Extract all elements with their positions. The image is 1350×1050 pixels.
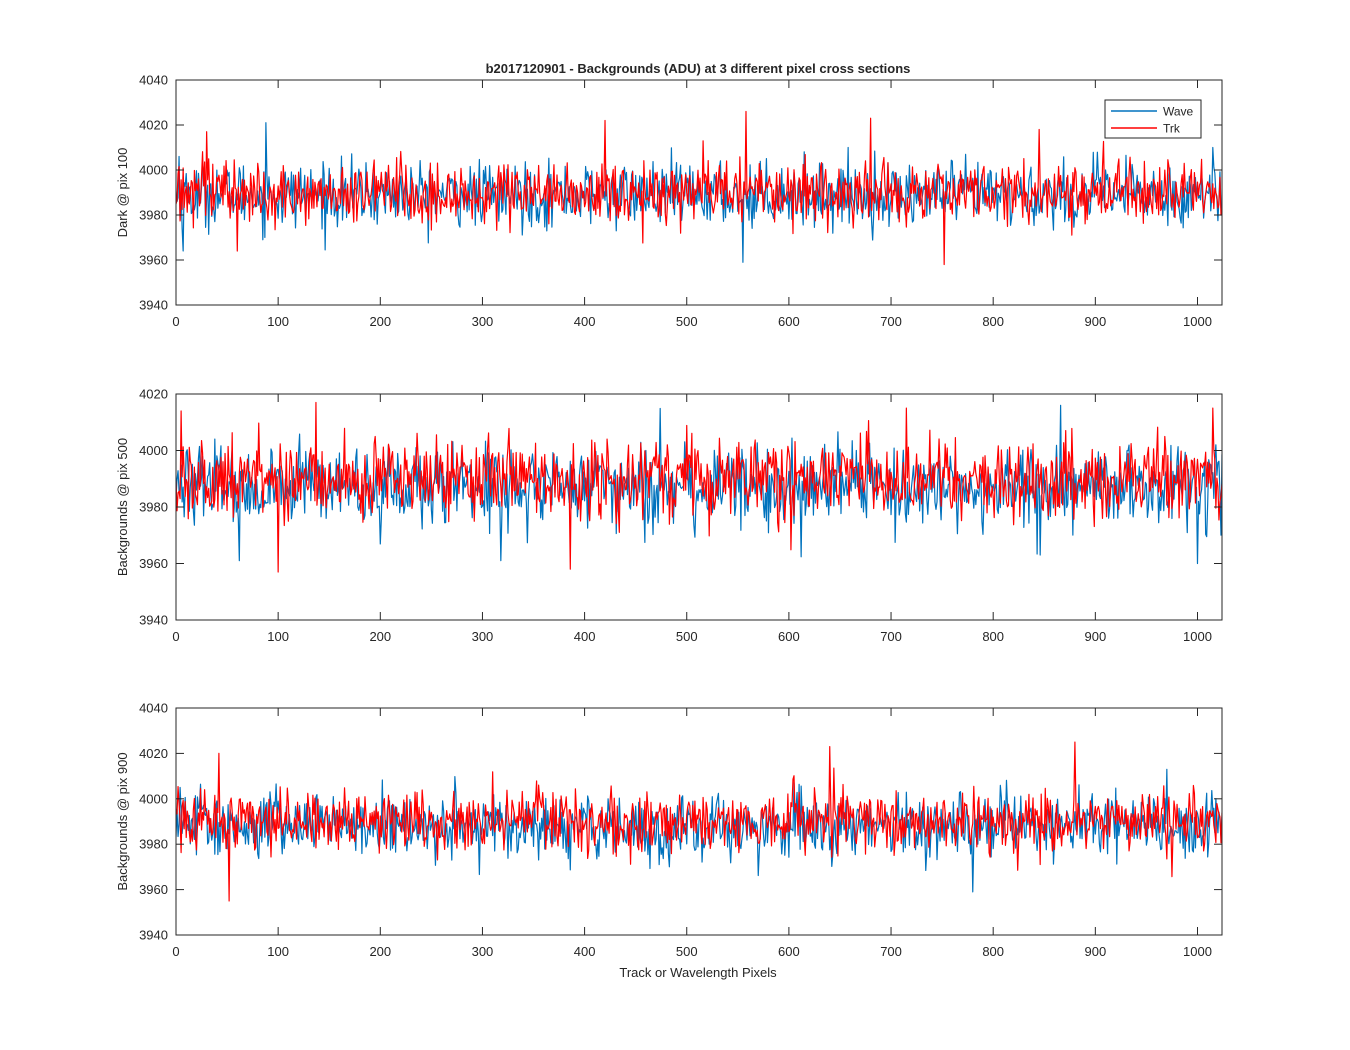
x-tick-label: 700 (880, 314, 902, 329)
series-line-trk (176, 741, 1222, 902)
x-tick-label: 300 (472, 629, 494, 644)
y-tick-label: 4020 (139, 746, 168, 761)
x-tick-label: 800 (982, 629, 1004, 644)
x-tick-label: 100 (267, 944, 289, 959)
x-tick-label: 500 (676, 629, 698, 644)
x-tick-label: 200 (369, 314, 391, 329)
x-tick-label: 600 (778, 629, 800, 644)
x-tick-label: 900 (1084, 629, 1106, 644)
series-line-wave (176, 768, 1222, 893)
x-tick-label: 400 (574, 629, 596, 644)
x-tick-label: 300 (472, 314, 494, 329)
legend-label-trk: Trk (1163, 122, 1181, 136)
x-tick-label: 100 (267, 629, 289, 644)
chart-panel-3: 0 100 200 300 400 500 600 700 800 900 1000 3940 3960… (115, 701, 1223, 959)
y-axis-label: Backgrounds @ pix 900 (115, 752, 130, 890)
series-line-trk (176, 401, 1222, 573)
x-tick-label: 200 (369, 944, 391, 959)
y-tick-label: 3960 (139, 556, 168, 571)
y-tick-label: 4000 (139, 791, 168, 806)
x-tick-label: 300 (472, 944, 494, 959)
x-tick-label: 600 (778, 314, 800, 329)
x-tick-label: 500 (676, 314, 698, 329)
chart-panel-2: 0 100 200 300 400 500 600 700 800 900 1000 3940 3960… (115, 387, 1223, 644)
y-tick-label: 4020 (139, 118, 168, 133)
x-tick-label: 600 (778, 944, 800, 959)
x-tick-label: 0 (172, 944, 179, 959)
y-tick-label: 3940 (139, 613, 168, 628)
series-group (176, 110, 1222, 266)
y-axis-label: Backgrounds @ pix 500 (115, 438, 130, 576)
x-tick-label: 800 (982, 314, 1004, 329)
y-tick-label: 3940 (139, 928, 168, 943)
y-tick-label: 3980 (139, 208, 168, 223)
x-tick-label: 400 (574, 944, 596, 959)
axes-box (175, 707, 1223, 936)
y-tick-label: 3940 (139, 298, 168, 313)
x-tick-label: 900 (1084, 944, 1106, 959)
x-tick-label: 800 (982, 944, 1004, 959)
figure-title: b2017120901 - Backgrounds (ADU) at 3 dif… (486, 61, 911, 76)
legend-box (1104, 99, 1202, 139)
legend: Wave Trk (1104, 99, 1202, 139)
y-tick-label: 3980 (139, 500, 168, 515)
y-tick-label: 4000 (139, 163, 168, 178)
x-tick-label: 200 (369, 629, 391, 644)
series-line-trk (176, 110, 1222, 266)
x-tick-label: 1000 (1183, 944, 1212, 959)
x-tick-label: 900 (1084, 314, 1106, 329)
y-tick-label: 4040 (139, 701, 168, 716)
y-axis-label: Dark @ pix 100 (115, 148, 130, 238)
x-tick-label: 1000 (1183, 629, 1212, 644)
x-tick-label: 0 (172, 314, 179, 329)
y-tick-label: 3960 (139, 253, 168, 268)
x-tick-label: 700 (880, 944, 902, 959)
series-group (176, 401, 1222, 573)
y-tick-label: 4000 (139, 443, 168, 458)
y-tick-label: 3980 (139, 837, 168, 852)
x-tick-label: 400 (574, 314, 596, 329)
x-tick-label: 700 (880, 629, 902, 644)
legend-label-wave: Wave (1163, 105, 1194, 119)
x-tick-label: 0 (172, 629, 179, 644)
y-tick-label: 4040 (139, 73, 168, 88)
chart-panel-1: 0 100 200 300 400 500 600 700 800 900 1000 3940 3960… (115, 73, 1223, 329)
y-tick-label: 3960 (139, 882, 168, 897)
x-tick-label: 1000 (1183, 314, 1212, 329)
series-group (176, 741, 1222, 902)
x-axis-label: Track or Wavelength Pixels (619, 965, 777, 980)
x-tick-label: 500 (676, 944, 698, 959)
y-tick-label: 4020 (139, 387, 168, 402)
x-tick-label: 100 (267, 314, 289, 329)
axes-box (175, 79, 1223, 306)
